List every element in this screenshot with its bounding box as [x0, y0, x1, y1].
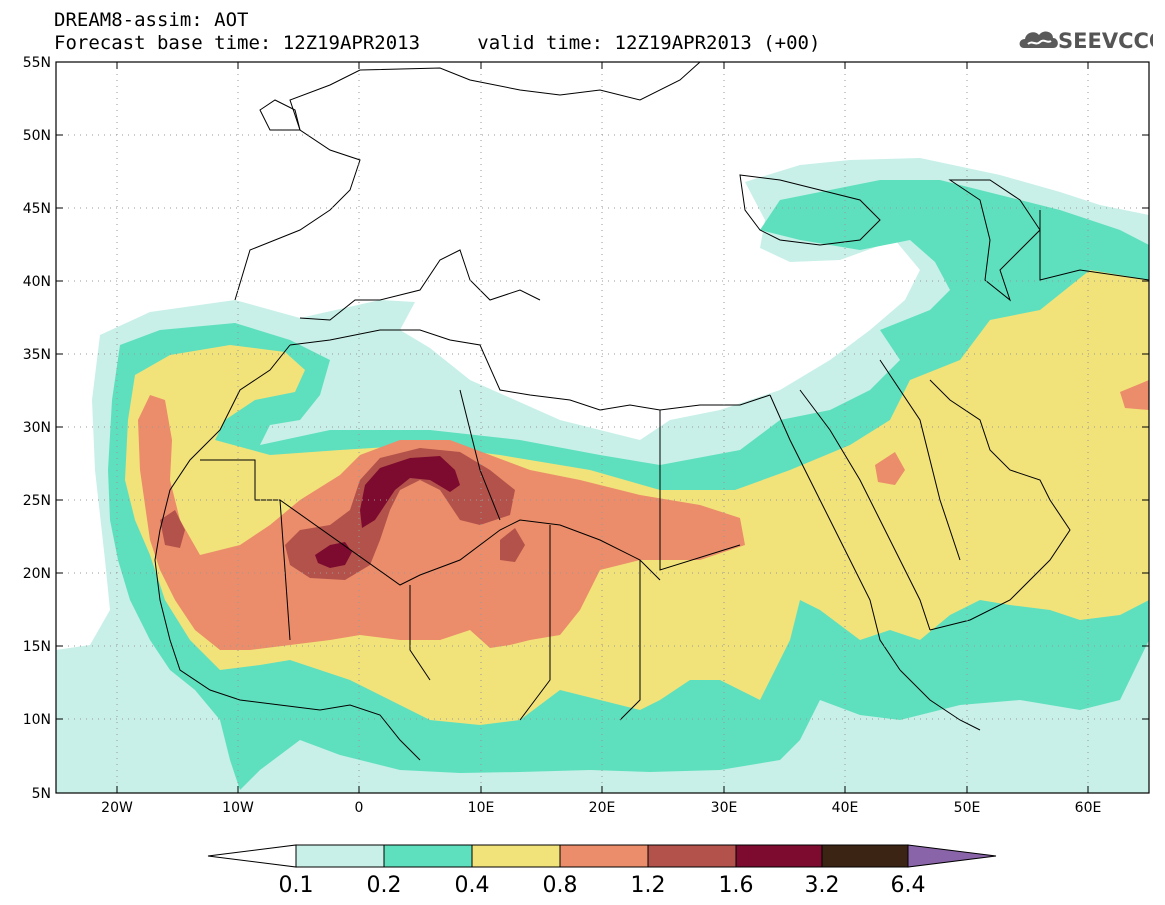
aot-field: [56, 158, 1149, 793]
lon-label-20e: 20E: [589, 800, 616, 816]
colorbar-label-6: 3.2: [805, 873, 840, 898]
latitude-axis: 55N 50N 45N 40N 35N 30N 25N 20N 15N 10N …: [23, 55, 1149, 802]
colorbar: [207, 844, 997, 868]
aot-contour-1.6: [315, 456, 460, 568]
lon-label-30e: 30E: [711, 800, 738, 816]
lon-label-20w: 20W: [101, 800, 133, 816]
longitude-axis: 20W 10W 0 10E 20E 30E 40E 50E 60E: [101, 62, 1101, 816]
lat-label-35n: 35N: [23, 347, 51, 363]
lon-label-10e: 10E: [468, 800, 495, 816]
colorbar-label-0: 0.1: [279, 873, 314, 898]
map-title: DREAM8-assim: AOT: [54, 9, 249, 31]
logo-text: SEEVCCC: [1058, 29, 1153, 53]
colorbar-under-arrow: [207, 844, 297, 868]
map-subtitle: Forecast base time: 12Z19APR2013 valid t…: [54, 33, 820, 53]
aot-contour-0.8: [138, 380, 1149, 650]
lat-label-25n: 25N: [23, 493, 51, 509]
colorbar-label-4: 1.2: [631, 873, 666, 898]
colorbar-labels: 0.1 0.2 0.4 0.8 1.2 1.6 3.2 6.4: [279, 873, 926, 898]
colorbar-swatch-3: [559, 844, 649, 868]
colorbar-swatch-4: [647, 844, 737, 868]
lat-label-15n: 15N: [23, 639, 51, 655]
lat-label-5n: 5N: [32, 786, 51, 802]
cloud-icon: [1019, 31, 1058, 48]
lat-label-20n: 20N: [23, 566, 51, 582]
colorbar-swatch-6: [821, 844, 909, 868]
lon-label-0: 0: [355, 800, 364, 816]
colorbar-swatch-0: [295, 844, 385, 868]
lon-label-50e: 50E: [954, 800, 981, 816]
lon-label-40e: 40E: [832, 800, 859, 816]
valid-time-label: valid time: 12Z19APR2013 (+00): [477, 32, 821, 54]
coastlines-and-borders: [154, 62, 1149, 761]
colorbar-label-3: 0.8: [543, 873, 578, 898]
lat-label-30n: 30N: [23, 420, 51, 436]
lat-label-50n: 50N: [23, 128, 51, 144]
lat-label-45n: 45N: [23, 201, 51, 217]
colorbar-swatch-5: [735, 844, 823, 868]
lon-label-60e: 60E: [1075, 800, 1102, 816]
colorbar-label-1: 0.2: [367, 873, 402, 898]
lat-label-55n: 55N: [23, 55, 51, 71]
lat-label-40n: 40N: [23, 274, 51, 290]
colorbar-over-arrow: [907, 844, 997, 868]
seevccc-logo: SEEVCCC: [1019, 29, 1153, 53]
colorbar-label-5: 1.6: [719, 873, 754, 898]
lat-label-10n: 10N: [23, 712, 51, 728]
colorbar-swatch-1: [383, 844, 473, 868]
base-time-label: Forecast base time: 12Z19APR2013: [54, 32, 421, 54]
graticule: [56, 62, 1149, 793]
colorbar-swatch-2: [471, 844, 561, 868]
colorbar-label-7: 6.4: [891, 873, 926, 898]
colorbar-label-2: 0.4: [455, 873, 490, 898]
lon-label-10w: 10W: [222, 800, 254, 816]
